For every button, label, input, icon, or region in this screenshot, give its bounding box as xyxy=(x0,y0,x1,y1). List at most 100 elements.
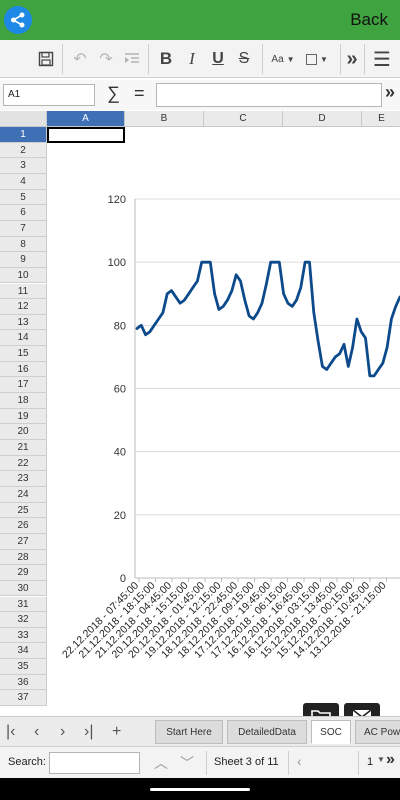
row-header[interactable]: 9 xyxy=(0,252,47,268)
prev-sheet-button[interactable]: ‹ xyxy=(34,723,40,740)
row-header[interactable]: 31 xyxy=(0,596,47,613)
row-header[interactable]: 10 xyxy=(0,267,47,284)
sheet-tab-start-here[interactable]: Start Here xyxy=(155,720,223,744)
indent-icon[interactable] xyxy=(122,49,142,69)
more-tools-button[interactable]: » xyxy=(346,47,358,70)
row-header[interactable]: 6 xyxy=(0,205,47,221)
row-header[interactable]: 11 xyxy=(0,283,47,300)
row-header[interactable]: 15 xyxy=(0,346,47,362)
chevron-down-icon[interactable]: ▼ xyxy=(377,755,385,764)
chevron-down-icon: ▼ xyxy=(286,54,295,64)
row-header[interactable]: 2 xyxy=(0,142,47,159)
search-label: Search: xyxy=(8,756,46,768)
row-header[interactable]: 19 xyxy=(0,408,47,425)
search-up-icon[interactable]: ︿ xyxy=(154,755,168,771)
search-input[interactable] xyxy=(49,752,140,774)
back-button[interactable]: Back xyxy=(350,10,388,29)
row-header[interactable]: 18 xyxy=(0,393,47,409)
toolbar-divider xyxy=(62,44,63,74)
save-icon[interactable] xyxy=(36,49,56,69)
sheet-tab-detaileddata[interactable]: DetailedData xyxy=(227,720,307,744)
add-sheet-button[interactable]: + xyxy=(112,723,122,740)
select-all-corner[interactable] xyxy=(0,111,47,127)
series-line xyxy=(135,260,400,378)
border-dropdown[interactable]: ▼ xyxy=(302,49,332,69)
y-tick-label: 40 xyxy=(114,447,126,459)
next-sheet-button[interactable]: › xyxy=(60,723,66,740)
row-header[interactable]: 7 xyxy=(0,220,47,237)
row-header[interactable]: 5 xyxy=(0,189,47,206)
formula-equals-icon[interactable]: = xyxy=(134,83,145,103)
chevron-left-icon[interactable]: ‹ xyxy=(297,753,302,769)
last-sheet-button[interactable]: ›| xyxy=(84,723,94,740)
sheet-count-label: Sheet 3 of 11 xyxy=(214,756,279,768)
formula-input[interactable] xyxy=(156,83,382,107)
first-sheet-button[interactable]: |‹ xyxy=(6,723,16,740)
sheet-tab-ac-pow[interactable]: AC Pow xyxy=(355,720,400,744)
row-header[interactable]: 25 xyxy=(0,502,47,519)
row-header[interactable]: 26 xyxy=(0,518,47,534)
column-header-e[interactable]: E xyxy=(362,111,400,127)
row-header[interactable]: 32 xyxy=(0,612,47,628)
search-bar: Search: ︿ ﹀ Sheet 3 of 11 ‹ 1 ▼ » xyxy=(0,746,400,778)
row-header[interactable]: 12 xyxy=(0,299,47,315)
row-header[interactable]: 36 xyxy=(0,674,47,691)
row-header[interactable]: 30 xyxy=(0,580,47,597)
underline-button[interactable]: U xyxy=(212,50,224,67)
redo-icon[interactable]: ↷ xyxy=(99,51,113,68)
strikethrough-button[interactable]: S xyxy=(238,50,250,67)
column-header-a[interactable]: A xyxy=(47,111,125,127)
more-search-button[interactable]: » xyxy=(386,751,395,768)
toolbar-divider xyxy=(364,44,365,74)
selected-cell[interactable] xyxy=(47,127,125,143)
cell-reference-input[interactable]: A1 xyxy=(3,84,95,106)
toolbar-divider xyxy=(148,44,149,74)
row-header[interactable]: 33 xyxy=(0,627,47,644)
bold-button[interactable]: B xyxy=(159,49,173,68)
row-header[interactable]: 37 xyxy=(0,690,47,707)
format-toolbar: ↶ ↷ B I U S Aa ▼ ▼ » ☰ xyxy=(0,40,400,78)
home-indicator[interactable] xyxy=(150,788,250,791)
row-header[interactable]: 17 xyxy=(0,377,47,394)
share-button[interactable] xyxy=(4,6,32,34)
share-icon xyxy=(11,12,25,28)
row-header[interactable]: 35 xyxy=(0,659,47,675)
zoom-value[interactable]: 1 xyxy=(367,756,374,768)
border-icon xyxy=(306,53,318,65)
row-header[interactable]: 8 xyxy=(0,236,47,253)
font-size-dropdown[interactable]: Aa ▼ xyxy=(268,49,298,69)
row-header[interactable]: 34 xyxy=(0,643,47,660)
row-header[interactable]: 24 xyxy=(0,486,47,503)
column-header-c[interactable]: C xyxy=(204,111,283,127)
sheet-tab-soc[interactable]: SOC xyxy=(311,720,351,744)
toolbar-divider xyxy=(262,44,263,74)
y-tick-label: 80 xyxy=(114,320,126,332)
row-header[interactable]: 29 xyxy=(0,565,47,581)
row-header[interactable]: 16 xyxy=(0,361,47,378)
chevron-down-icon: ▼ xyxy=(320,54,328,64)
row-header[interactable]: 28 xyxy=(0,549,47,566)
search-divider xyxy=(288,751,289,775)
column-header-b[interactable]: B xyxy=(125,111,204,127)
toolbar-divider xyxy=(340,44,341,74)
spreadsheet-grid[interactable]: A B C D E 1 2 3 4 5 6 7 8 9 10 11 12 13 14 15 16 17 18 19 2… xyxy=(0,111,400,716)
undo-icon[interactable]: ↶ xyxy=(73,51,87,68)
search-down-icon[interactable]: ﹀ xyxy=(180,755,194,771)
column-header-d[interactable]: D xyxy=(283,111,362,127)
italic-button[interactable]: I xyxy=(189,49,195,68)
row-header[interactable]: 21 xyxy=(0,440,47,456)
expand-formula-button[interactable]: » xyxy=(385,82,396,102)
chart-container[interactable]: 0 20 40 60 80 100 120 22.12.2018 - 07:45:00 21.1… xyxy=(47,171,400,716)
row-header[interactable]: 22 xyxy=(0,455,47,472)
y-tick-label: 100 xyxy=(108,257,126,269)
row-header[interactable]: 1 xyxy=(0,127,47,143)
row-header[interactable]: 23 xyxy=(0,471,47,487)
row-header[interactable]: 20 xyxy=(0,424,47,440)
row-header[interactable]: 3 xyxy=(0,158,47,174)
row-header[interactable]: 14 xyxy=(0,330,47,347)
menu-icon[interactable]: ☰ xyxy=(373,48,391,71)
row-header[interactable]: 4 xyxy=(0,173,47,190)
sum-icon[interactable]: ∑ xyxy=(107,83,120,103)
row-header[interactable]: 13 xyxy=(0,314,47,331)
row-header[interactable]: 27 xyxy=(0,533,47,550)
